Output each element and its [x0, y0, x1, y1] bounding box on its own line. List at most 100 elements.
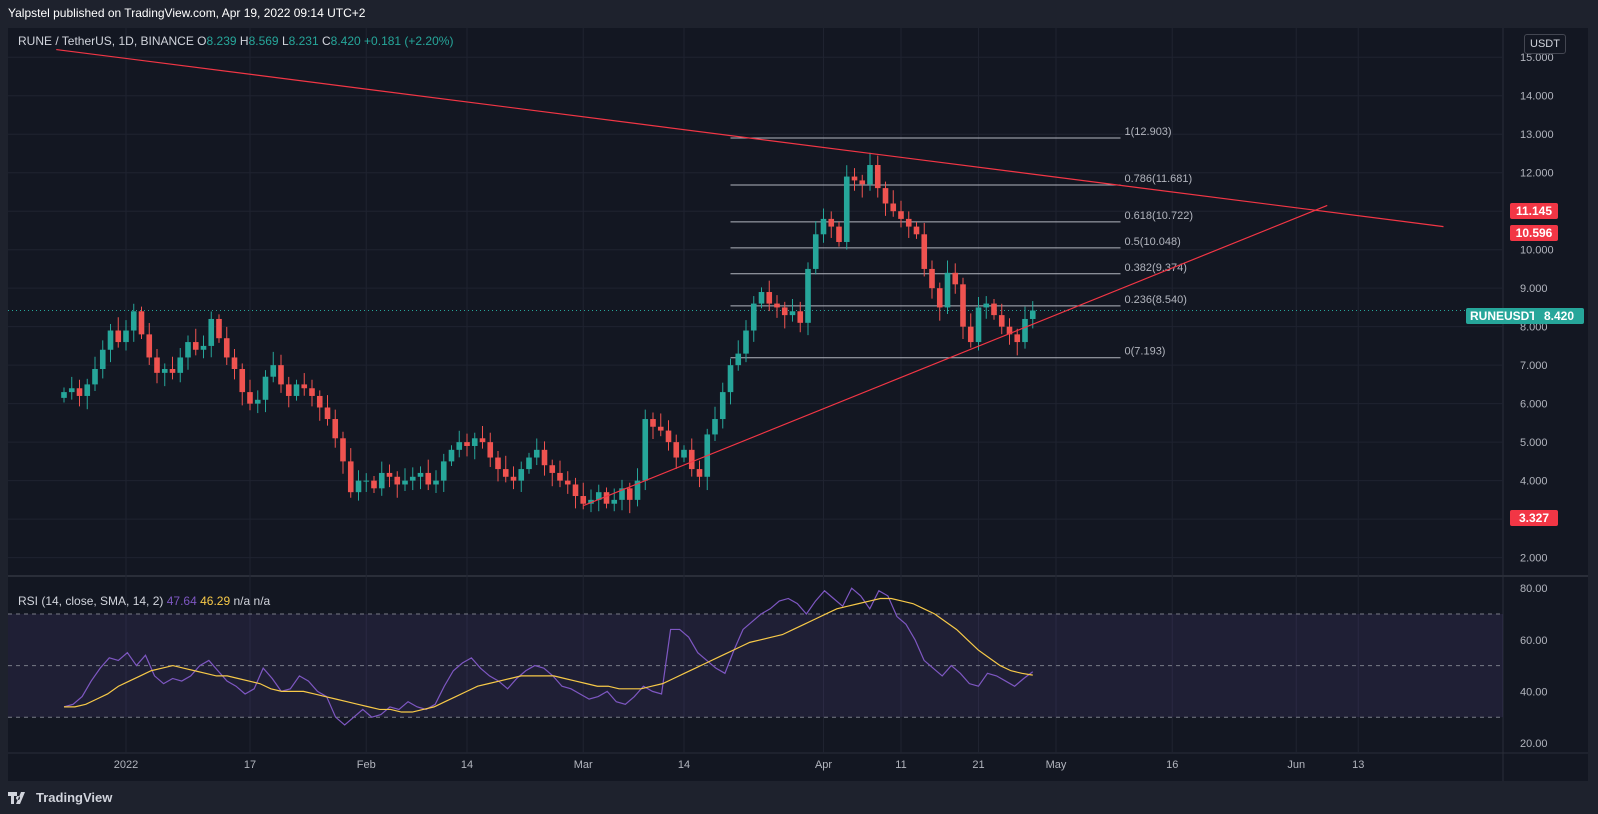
- price-tick-label: 7.000: [1520, 360, 1548, 372]
- candle-body: [851, 176, 858, 181]
- candle-body: [169, 369, 176, 373]
- candle-body: [673, 442, 680, 458]
- candle-body: [61, 392, 67, 398]
- candle-body: [626, 488, 633, 500]
- symbol-legend: RUNE / TetherUS, 1D, BINANCE O8.239 H8.5…: [18, 34, 453, 48]
- candle-body: [440, 461, 447, 481]
- candle-body: [208, 318, 215, 346]
- rsi-na-2: n/a: [253, 594, 271, 608]
- chart-canvas[interactable]: 1(12.903) 0.786(11.681) 0.618(10.722) 0.5(1…: [8, 28, 1588, 781]
- candle-body: [487, 442, 494, 458]
- candle-body: [192, 342, 199, 350]
- trendlines: [56, 48, 1444, 507]
- time-tick-label: May: [1046, 759, 1067, 771]
- fib-level-label: 0.5(10.048): [1125, 236, 1181, 248]
- close-label: C: [322, 34, 331, 48]
- time-tick-label: 11: [895, 759, 906, 771]
- price-tick-label: 9.000: [1520, 283, 1548, 295]
- currency-selector[interactable]: USDT: [1524, 34, 1566, 54]
- brand-name: TradingView: [36, 790, 113, 805]
- fib-level-label: 1(12.903): [1125, 126, 1172, 138]
- rsi-label: RSI (14, close, SMA, 14, 2): [18, 594, 164, 608]
- candle-body: [200, 345, 207, 350]
- candle-body: [332, 419, 339, 439]
- candle-body: [696, 469, 703, 477]
- candle-body: [588, 499, 594, 504]
- candle-body: [735, 353, 742, 366]
- support-price-badge: 3.327: [1510, 510, 1558, 526]
- candle-body: [766, 292, 773, 304]
- price-tick-label: 15.000: [1520, 52, 1554, 64]
- candle-body: [355, 480, 362, 493]
- time-tick-label: 2022: [114, 759, 138, 771]
- candle-body: [402, 480, 408, 485]
- candle-body: [998, 315, 1005, 327]
- time-tick-label: Jun: [1287, 759, 1305, 771]
- candle-body: [371, 480, 377, 489]
- candle-body: [789, 311, 796, 316]
- candle-body: [836, 226, 842, 242]
- time-tick-label: Mar: [574, 759, 593, 771]
- candle-body: [138, 311, 145, 335]
- tradingview-logo[interactable]: TradingView: [8, 790, 112, 805]
- candle-body: [324, 407, 331, 420]
- candle-body: [688, 449, 695, 470]
- candle-body: [541, 449, 548, 466]
- candle-body: [758, 292, 765, 304]
- candle-body: [309, 388, 315, 396]
- high-label: H: [239, 34, 249, 48]
- candle-body: [557, 472, 563, 481]
- rsi-sma-line: [64, 597, 1033, 713]
- candle-body: [247, 392, 253, 404]
- candle-body: [123, 330, 129, 343]
- candle-body: [347, 461, 354, 493]
- low-value: 8.231: [288, 34, 319, 48]
- candle-body: [456, 442, 463, 450]
- candle-body: [154, 357, 160, 373]
- symbol-last-label: RUNEUSDT: [1466, 308, 1541, 324]
- candle-body: [743, 330, 749, 354]
- candle-body: [781, 307, 788, 316]
- candle-body: [797, 311, 804, 323]
- candle-body: [750, 303, 757, 331]
- candle-body: [611, 499, 618, 504]
- candle-body: [975, 307, 982, 343]
- candle-body: [270, 365, 277, 377]
- candle-body: [890, 203, 897, 212]
- rsi-line: [63, 587, 1034, 726]
- candle-body: [921, 234, 928, 269]
- open-label: O: [197, 34, 207, 48]
- price-tick-label: 14.000: [1520, 91, 1554, 103]
- candle-body: [983, 303, 990, 308]
- candle-body: [340, 438, 346, 462]
- price-tick-label: 12.000: [1520, 168, 1554, 180]
- candle-body: [526, 457, 532, 470]
- candle-body: [1029, 310, 1036, 319]
- rsi-value: 47.64: [166, 594, 197, 608]
- fib-level-label: 0(7.193): [1125, 346, 1166, 358]
- candle-body: [960, 284, 966, 327]
- rsi-na-1: n/a: [233, 594, 251, 608]
- axes: 15.00014.00013.00012.00011.00010.0009.00…: [114, 52, 1554, 771]
- candle-body: [650, 419, 656, 427]
- time-tick-label: 21: [972, 759, 984, 771]
- rsi-tick-label: 20.00: [1520, 738, 1548, 750]
- candle-body: [936, 288, 943, 308]
- fib-retracement: 1(12.903) 0.786(11.681) 0.618(10.722) 0.5(1…: [730, 126, 1194, 359]
- fib-level-label: 0.382(9.374): [1125, 262, 1187, 274]
- price-tick-label: 4.000: [1520, 476, 1548, 488]
- open-value: 8.239: [206, 34, 237, 48]
- candle-body: [363, 480, 370, 482]
- candle-body: [905, 218, 912, 227]
- close-value: 8.420: [330, 34, 361, 48]
- candle-body: [580, 496, 587, 504]
- candle-body: [812, 234, 819, 269]
- candle-body: [185, 342, 191, 358]
- candle-body: [239, 369, 246, 393]
- candle-body: [510, 476, 517, 481]
- candle-body: [161, 369, 168, 373]
- candle-body: [146, 334, 153, 358]
- fib-level-label: 0.618(10.722): [1125, 210, 1194, 222]
- candle-body: [316, 395, 323, 408]
- publisher-caption: Yalpstel published on TradingView.com, A…: [8, 6, 366, 20]
